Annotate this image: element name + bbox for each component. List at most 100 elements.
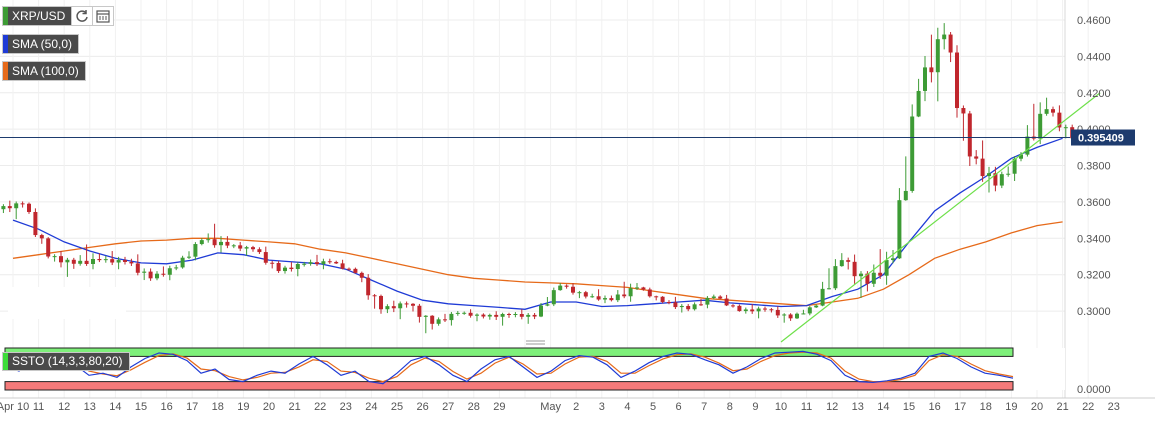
candle [641, 286, 665, 304]
candle-body [199, 240, 204, 245]
oscillator-tick-label: 0.0000 [1077, 384, 1111, 396]
candle-body [263, 252, 268, 263]
date-tick-label: 10 [775, 401, 787, 413]
candle-body [251, 247, 255, 250]
candle-body [583, 292, 588, 297]
candle-body [929, 67, 934, 73]
price-tag-label: 0.395409 [1078, 133, 1124, 145]
date-tick-label: May [540, 401, 561, 413]
candle-body [404, 303, 409, 305]
candle [795, 304, 819, 319]
candle-body [302, 263, 307, 265]
date-tick-label: 28 [468, 401, 480, 413]
candle-body [980, 158, 985, 177]
date-tick-label: 20 [263, 401, 275, 413]
candle-body [244, 247, 249, 249]
candle-body [539, 305, 543, 317]
candle-body [526, 314, 531, 317]
panel-resize-handle[interactable] [526, 340, 545, 345]
date-tick-label: 21 [288, 401, 300, 413]
candle-body [116, 260, 121, 263]
candle [52, 251, 76, 277]
candle-body [385, 306, 390, 310]
candle-body [78, 260, 83, 264]
candle [129, 254, 153, 281]
ssto-label: SSTO (14,3,3,80,20) [8, 353, 129, 370]
candle-body [967, 113, 972, 157]
candle [283, 261, 307, 277]
candle-body [123, 260, 127, 262]
candle-body [891, 258, 895, 261]
candle [692, 294, 716, 311]
candle-body [871, 272, 876, 284]
blank-panel [8, 287, 126, 319]
date-tick-label: 24 [365, 401, 377, 413]
candle-body [961, 108, 966, 114]
candle-body [718, 296, 723, 299]
candle-body [129, 261, 134, 264]
candle-body [942, 34, 947, 40]
date-tick-label: 13 [84, 401, 96, 413]
candle-body [475, 314, 479, 316]
date-tick-label: 11 [33, 401, 44, 413]
candle-body [174, 267, 179, 269]
candle-body [897, 200, 902, 259]
candle-body [500, 314, 505, 317]
candle-body [327, 261, 332, 263]
price-tick-label: 0.3200 [1077, 270, 1111, 282]
candle-body [443, 319, 447, 321]
candle-body [596, 296, 601, 300]
date-tick-label: 11 [801, 401, 812, 413]
date-tick-label: 6 [676, 401, 682, 413]
candle-body [481, 314, 486, 317]
price-tick-label: 0.3400 [1077, 233, 1111, 245]
oversold-zone [4, 381, 1014, 391]
candle-body [788, 314, 793, 319]
candle-body [436, 319, 441, 324]
price-tick-label: 0.3000 [1077, 306, 1111, 318]
candle-body [225, 241, 230, 246]
date-tick-label: 18 [980, 401, 992, 413]
candle-body [846, 260, 851, 262]
date-tick-label: 8 [727, 401, 733, 413]
candle-body [609, 298, 614, 301]
candle [257, 246, 281, 273]
candle-body [641, 287, 646, 290]
calendar-icon[interactable] [92, 7, 113, 25]
date-tick-label: 13 [852, 401, 864, 413]
candle-body [903, 190, 908, 201]
candle-body [750, 309, 755, 312]
symbol-swatch [3, 7, 8, 25]
candle-body [372, 295, 377, 297]
candle-body [987, 173, 991, 177]
candle-body [366, 277, 371, 296]
symbol-legend: XRP/USD [2, 6, 115, 26]
candle-body [647, 289, 652, 297]
refresh-icon[interactable] [71, 7, 92, 25]
candle-body [820, 288, 825, 306]
candle-body [487, 314, 492, 317]
date-tick-label: 23 [1108, 401, 1120, 413]
candle-body [295, 263, 300, 270]
date-tick-label: 23 [340, 401, 352, 413]
candle-body [391, 306, 396, 309]
candle-body [462, 312, 467, 314]
date-tick-label: 3 [599, 401, 605, 413]
sma100-legend: SMA (100,0) [2, 61, 86, 81]
candle-body [423, 315, 428, 317]
candle-body [231, 245, 236, 247]
candle [948, 32, 972, 166]
ssto-swatch [3, 353, 8, 370]
candle-body [679, 305, 684, 308]
candle [539, 283, 563, 318]
candle-body [219, 241, 223, 246]
price-tick-label: 0.3600 [1077, 197, 1111, 209]
sma50-legend: SMA (50,0) [2, 34, 80, 54]
candle-body [1, 206, 6, 210]
candle-body [1057, 112, 1062, 128]
candle-body [39, 235, 44, 239]
candle-body [660, 296, 665, 302]
candle-body [833, 266, 838, 289]
candle-body [590, 296, 595, 298]
